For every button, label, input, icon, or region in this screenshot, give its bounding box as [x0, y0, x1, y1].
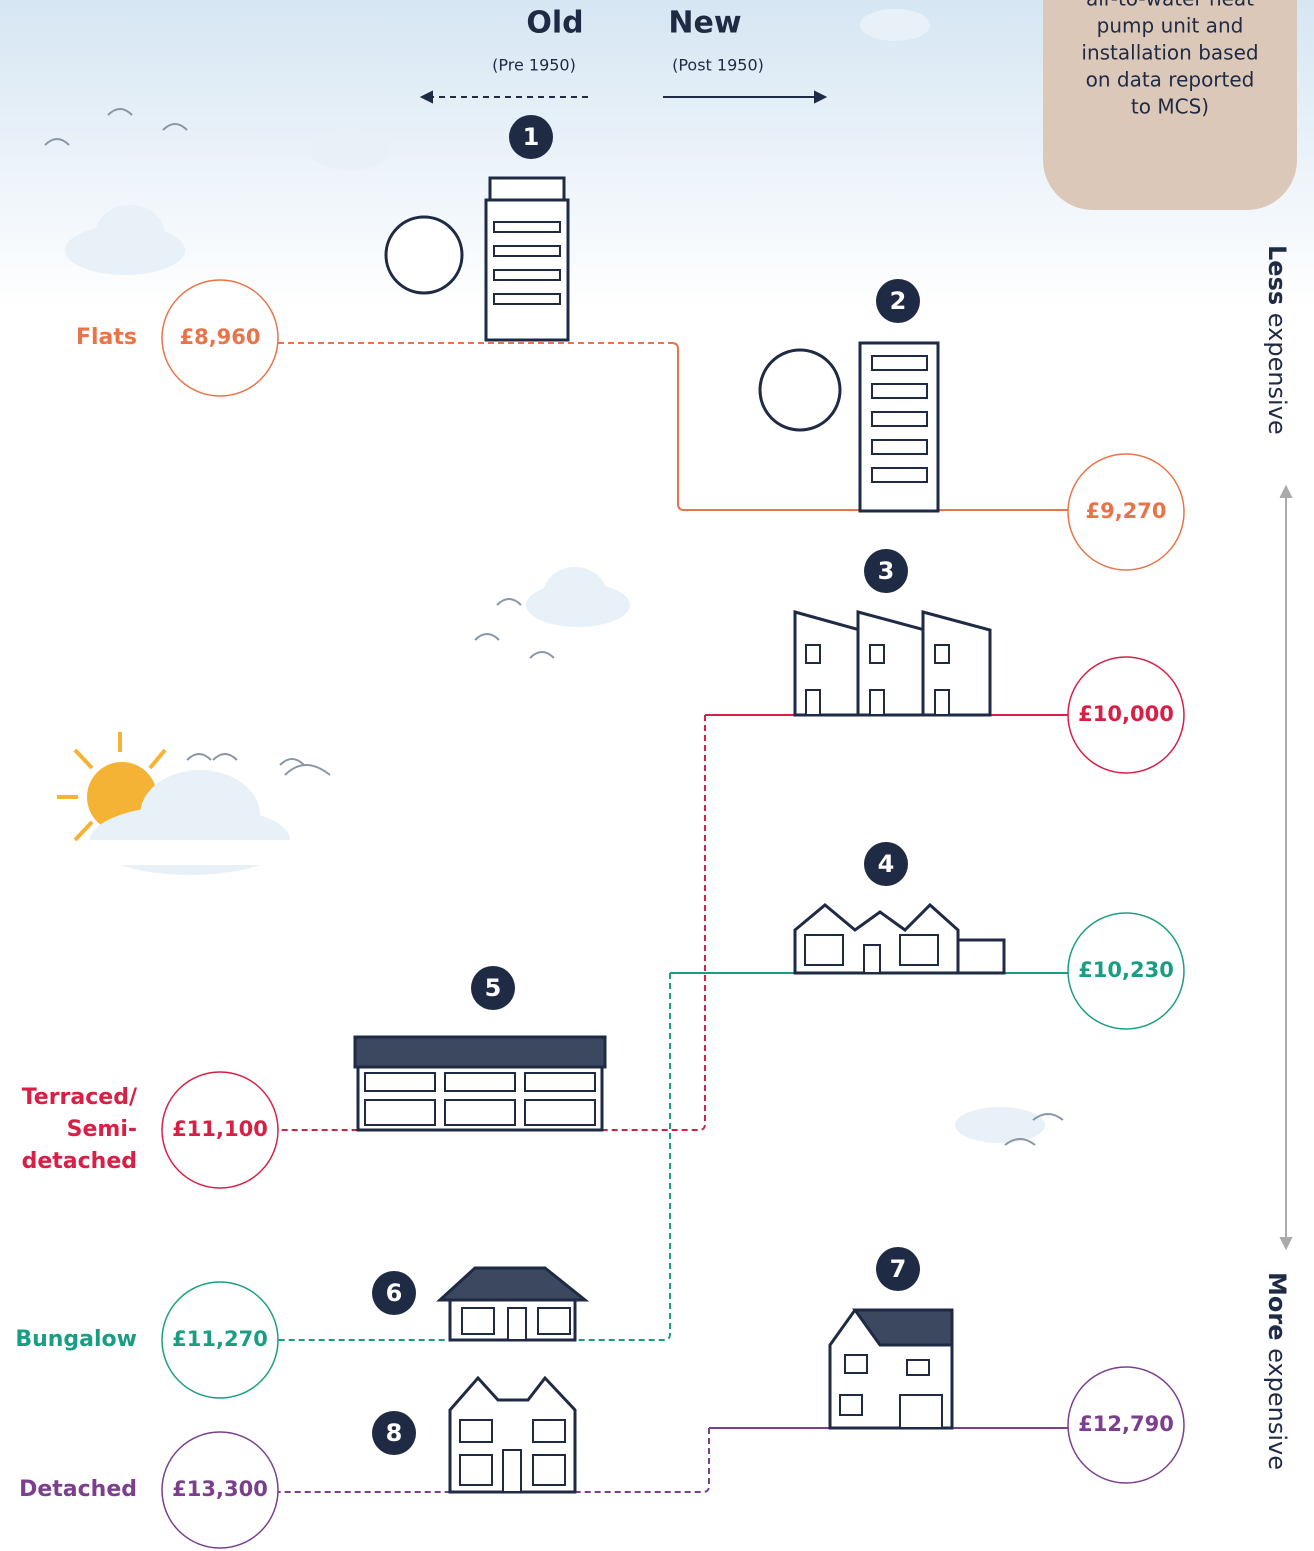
home-type-label: detached: [22, 1149, 137, 1174]
less-bold: Less: [1263, 245, 1291, 305]
more-expensive: More expensive: [1263, 1272, 1291, 1470]
number: 1: [523, 123, 540, 151]
price: £12,790: [1078, 1412, 1174, 1436]
home-type-label: Flats: [76, 325, 137, 350]
number: 5: [485, 974, 502, 1002]
number: 2: [890, 287, 907, 315]
less-expensive: Less expensive: [1263, 245, 1291, 435]
page: Old (Pre 1950) New (Post 1950) Less expe…: [0, 0, 1314, 1551]
number: 7: [890, 1255, 907, 1283]
number: 3: [878, 557, 895, 585]
number: 6: [386, 1279, 403, 1307]
note-line: on data reported: [1086, 68, 1255, 92]
price: £9,270: [1085, 499, 1166, 523]
new-title: New: [668, 6, 741, 41]
home-type-label: Detached: [19, 1477, 137, 1502]
more-bold: More: [1263, 1272, 1291, 1340]
price: £13,300: [172, 1477, 268, 1501]
old-title: Old: [526, 6, 583, 41]
new-subtitle: (Post 1950): [672, 56, 764, 75]
home-type-label: Bungalow: [15, 1327, 137, 1352]
price: £8,960: [179, 325, 260, 349]
home-type-label: Terraced/: [22, 1085, 138, 1110]
old-subtitle: (Pre 1950): [492, 56, 576, 75]
price: £10,230: [1078, 958, 1174, 982]
price: £11,100: [172, 1117, 268, 1141]
less-rest: expensive: [1263, 313, 1291, 435]
note-line: installation based: [1081, 41, 1258, 65]
number: 8: [386, 1419, 403, 1447]
number: 4: [878, 850, 895, 878]
home-type-label: Semi-: [67, 1117, 137, 1142]
infographic: Old (Pre 1950) New (Post 1950) Less expe…: [0, 0, 1314, 1551]
more-rest: expensive: [1263, 1348, 1291, 1470]
price: £10,000: [1078, 702, 1174, 726]
note-line: to MCS): [1131, 95, 1209, 119]
note-line: air-to-water heat: [1086, 0, 1254, 11]
note-line: pump unit and: [1097, 14, 1244, 38]
price: £11,270: [172, 1327, 268, 1351]
